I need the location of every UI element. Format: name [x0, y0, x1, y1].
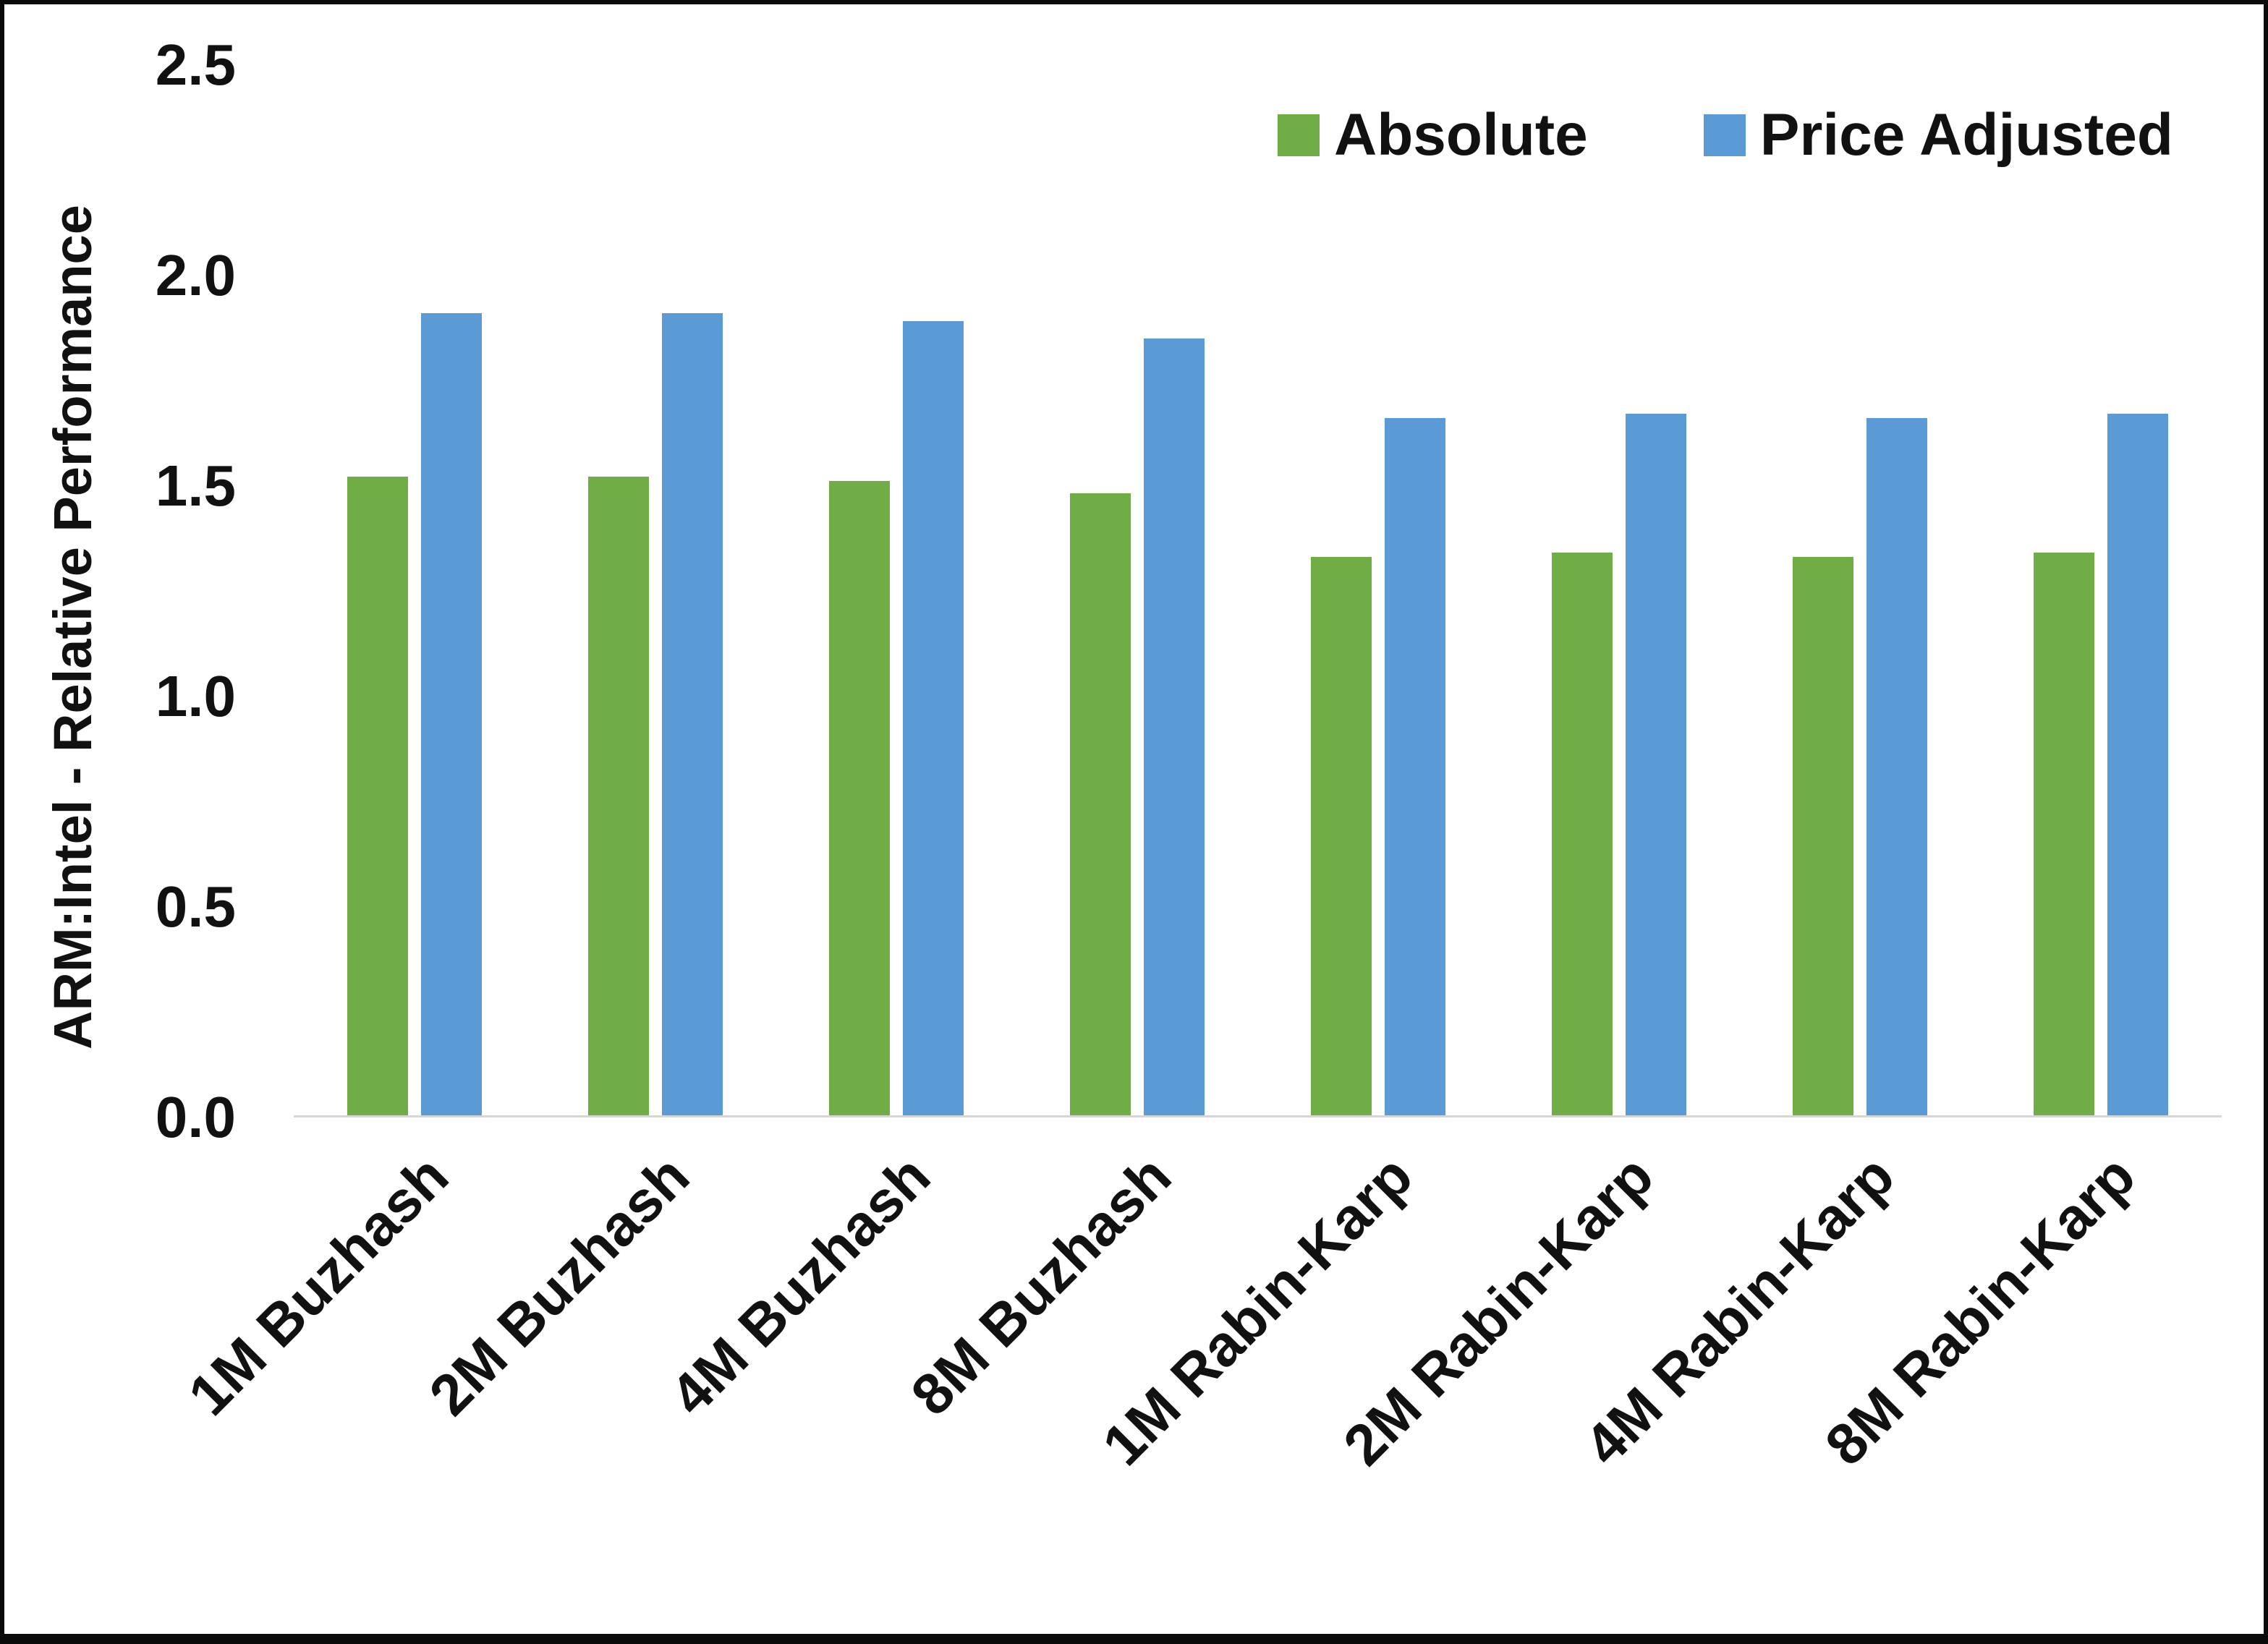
bar-group — [1499, 65, 1740, 1115]
y-tick-label: 0.5 — [155, 874, 236, 939]
bar-group — [1258, 65, 1499, 1115]
legend-label: Price Adjusted — [1759, 102, 2173, 168]
bar-absolute — [828, 481, 890, 1115]
y-tick-label: 2.5 — [155, 33, 236, 97]
bar-groups — [294, 65, 2222, 1115]
bar-absolute — [1552, 552, 1613, 1115]
y-tick-label: 2.0 — [155, 243, 236, 307]
bar-group — [535, 65, 776, 1115]
bar-group — [1981, 65, 2222, 1115]
y-tick-label: 0.0 — [155, 1085, 236, 1149]
x-tick-label: 1M Buzhash — [176, 1143, 461, 1428]
bar-group — [776, 65, 1016, 1115]
plot-area — [294, 65, 2222, 1117]
bar-price-adjusted — [2107, 414, 2169, 1115]
bar-price-adjusted — [1143, 338, 1205, 1115]
bar-absolute — [1793, 556, 1854, 1115]
legend: Absolute Price Adjusted — [1278, 106, 2173, 165]
x-axis-labels: 1M Buzhash 2M Buzhash 4M Buzhash 8M Buzhash… — [176, 1133, 2222, 1538]
bar-absolute — [347, 477, 408, 1115]
bar-absolute — [587, 477, 649, 1115]
bar-absolute — [2034, 552, 2095, 1115]
legend-item-absolute: Absolute — [1278, 106, 1588, 165]
bar-price-adjusted — [1626, 414, 1687, 1115]
bar-group — [1016, 65, 1257, 1115]
bar-price-adjusted — [1385, 417, 1446, 1115]
legend-label: Absolute — [1334, 102, 1588, 168]
bar-group — [294, 65, 535, 1115]
bar-group — [1740, 65, 1981, 1115]
x-tick-label: 4M Buzhash — [658, 1143, 943, 1428]
legend-swatch-icon — [1278, 114, 1320, 156]
y-tick-label: 1.0 — [155, 664, 236, 728]
bar-absolute — [1311, 556, 1372, 1115]
bar-price-adjusted — [902, 321, 964, 1115]
x-tick-label: 2M Buzhash — [417, 1143, 702, 1428]
bar-absolute — [1069, 493, 1131, 1115]
y-tick-label: 1.5 — [155, 453, 236, 518]
y-axis-ticks: 0.0 0.5 1.0 1.5 2.0 2.5 — [4, 36, 236, 1146]
bar-price-adjusted — [661, 312, 723, 1115]
legend-item-price-adjusted: Price Adjusted — [1703, 102, 2173, 168]
bar-price-adjusted — [1866, 417, 1928, 1115]
bar-price-adjusted — [420, 312, 482, 1115]
legend-swatch-icon — [1703, 114, 1746, 156]
